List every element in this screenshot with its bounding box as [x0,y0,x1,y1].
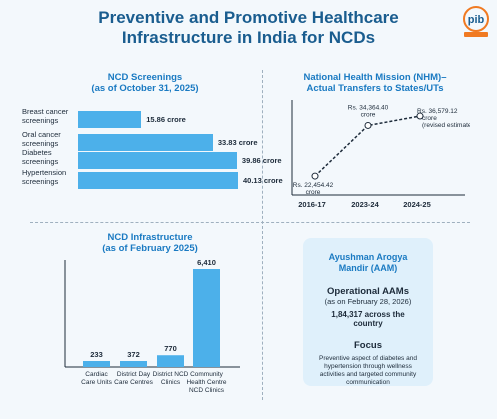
ncd-infra-title-text: NCD Infrastructure [107,232,193,243]
nhm-title: National Health Mission (NHM)– Actual Tr… [285,72,465,94]
nhm-data-point [311,172,319,180]
screening-bar [78,172,238,189]
screening-category-label: Hypertension screenings [22,168,67,186]
page-title: Preventive and Promotive Healthcare Infr… [0,8,497,48]
nhm-value-label: Rs. 22,454.42 [293,182,334,189]
nhm-x-tick-label: 2023-24 [351,200,379,209]
svg-text:pib: pib [468,14,485,26]
nhm-data-point [416,112,424,120]
ncd-screenings-title: NCD Screenings (as of October 31, 2025) [60,72,230,94]
infra-category-label: Care Units [81,379,112,386]
screening-value-label: 33.83 crore [217,138,258,147]
infra-value-label: 6,410 [197,258,216,267]
pib-logo: pib [463,6,489,37]
screening-value-label: 39.86 crore [241,156,282,165]
nhm-value-label: crore [361,111,376,118]
infra-category-label: Clinics [161,379,181,386]
screening-category-label: Oral cancer screenings [22,130,61,148]
infra-category-label: Health Centre [186,379,226,386]
aam-focus-text: Preventive aspect of diabetes and hypert… [319,355,417,386]
screening-value-label: 15.86 crore [146,115,186,124]
ncd-infra-subtitle: (as of February 2025) [102,243,198,254]
nhm-x-tick-label: 2016-17 [298,200,326,209]
nhm-value-label: Rs. 36,579.12 [417,108,458,115]
infra-category-label: Community [190,371,224,378]
horizontal-divider [30,222,470,223]
nhm-x-tick-label: 2024-25 [403,200,431,209]
infra-bar [83,361,110,367]
infra-category-label: Cardiac [85,371,108,378]
aam-operational-label: Operational AAMs [327,286,409,297]
infra-value-label: 372 [127,350,140,359]
aam-as-of: (as on February 28, 2026) [324,297,412,306]
infra-bar [193,269,220,367]
nhm-subtitle: Actual Transfers to States/UTs [306,83,444,94]
infra-category-label: District Day [117,371,151,378]
infra-value-label: 770 [164,344,177,353]
nhm-title-text: National Health Mission (NHM)– [303,72,447,83]
ncd-infra-title: NCD Infrastructure (as of February 2025) [80,232,220,254]
screening-category-label: Breast cancer screenings [22,107,69,125]
infra-bar [157,355,184,367]
screening-bar [78,111,142,128]
infra-value-label: 233 [90,350,103,359]
aam-count: 1,84,317 across the country [331,310,405,328]
screening-value-label: 40.13 crore [243,176,283,185]
aam-title: Ayushman Arogya Mandir (AAM) [328,252,408,273]
ncd-screenings-subtitle: (as of October 31, 2025) [91,83,199,94]
screening-bar [78,152,237,169]
page-title-line1: Preventive and Promotive Healthcare [98,8,399,27]
infra-category-label: District NCD [153,371,189,378]
aam-focus-label: Focus [354,340,382,351]
nhm-data-point [364,121,372,129]
nhm-annotation: (revised estimate) [422,122,470,129]
infra-category-label: NCD Clinics [189,387,225,394]
nhm-value-label: Rs. 34,364.40 [348,104,389,111]
infra-category-label: Care Centres [114,379,153,386]
page-title-line2: Infrastructure in India for NCDs [121,28,376,47]
nhm-value-label: crore [422,115,437,122]
nhm-value-label: crore [306,189,321,196]
aam-info-box: Ayushman Arogya Mandir (AAM) Operational… [303,238,433,386]
vertical-divider [262,70,263,400]
screening-category-label: Diabetes screenings [22,148,59,166]
ncd-screenings-title-text: NCD Screenings [107,72,183,83]
infra-bar [120,361,147,367]
screening-bar [78,134,213,151]
